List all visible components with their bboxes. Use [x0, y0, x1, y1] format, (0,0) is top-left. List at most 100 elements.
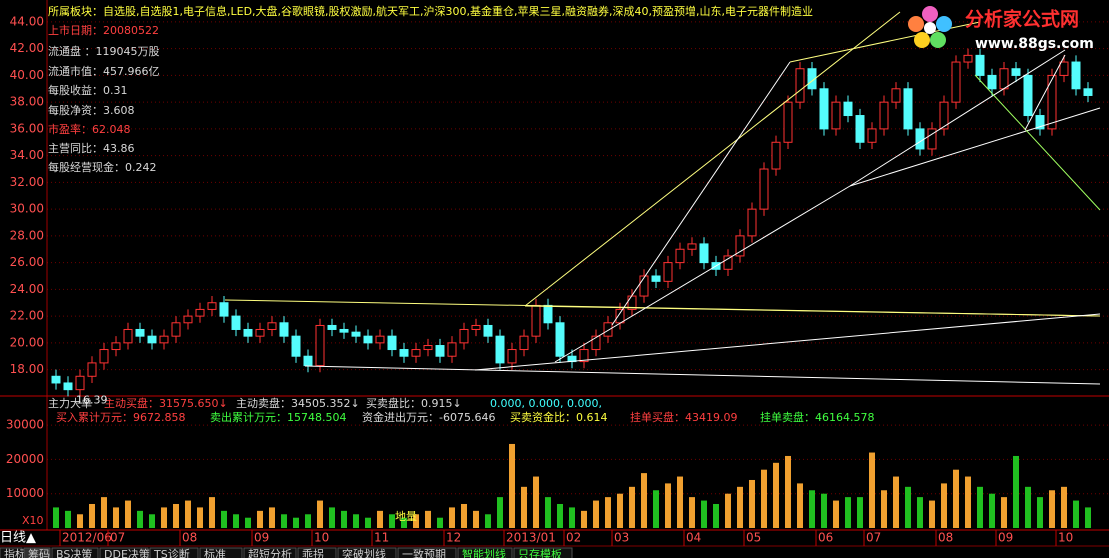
tab[interactable]	[99, 547, 149, 558]
candle-body	[1047, 74, 1057, 130]
volume-bar	[629, 486, 635, 528]
candle-body	[1071, 61, 1081, 90]
candle-body	[807, 68, 817, 90]
tab[interactable]	[23, 547, 51, 558]
y-tick-label: 30000	[6, 418, 44, 432]
volume-bar	[785, 455, 791, 528]
tab-label[interactable]: 一致预期	[402, 547, 446, 558]
trendline	[524, 305, 1101, 317]
volume-bar	[653, 490, 659, 528]
candle-body	[51, 375, 61, 384]
volume-bar	[965, 476, 971, 528]
volume-bar	[689, 497, 695, 528]
candle-body	[507, 349, 517, 364]
volume-bar	[245, 517, 251, 528]
trendline	[474, 313, 1101, 371]
tab-label[interactable]: TS诊断	[153, 547, 190, 558]
volume-bar	[569, 507, 575, 528]
x-tick-label: 07	[110, 531, 125, 545]
x-tick-label: 02	[566, 531, 581, 545]
volume-bar	[293, 517, 299, 528]
tab-label[interactable]: 筹码	[28, 547, 50, 558]
candle-body	[603, 322, 613, 337]
indicator-name: 主力大单	[48, 396, 92, 410]
volume-bar	[737, 486, 743, 528]
volume-bar	[281, 514, 287, 528]
candle-body	[663, 262, 673, 282]
tab[interactable]	[297, 547, 337, 558]
volume-bar	[989, 493, 995, 528]
x-tick-label: 08	[182, 531, 197, 545]
indicator-value: 挂单买盘：43419.09	[630, 410, 738, 424]
x-tick-label: 10	[314, 531, 329, 545]
volume-bar	[365, 517, 371, 528]
tab[interactable]	[457, 547, 513, 558]
volume-bar	[617, 493, 623, 528]
tab-label[interactable]: 标准	[204, 547, 226, 558]
volume-bar	[161, 507, 167, 528]
candle-body	[231, 315, 241, 330]
tab-label[interactable]: BS决策	[56, 547, 92, 558]
candle-body	[591, 335, 601, 351]
logo-petal	[936, 16, 952, 32]
tab[interactable]	[199, 547, 243, 558]
volume-bar	[77, 514, 83, 528]
volume-bar	[749, 479, 755, 528]
trendlines	[224, 11, 1101, 385]
volume-bar	[473, 510, 479, 528]
trendline	[611, 61, 791, 326]
y-tick-label: 44.00	[10, 14, 44, 28]
period-label[interactable]: 日线▲	[0, 531, 36, 546]
candle-body	[555, 322, 565, 357]
candle-body	[543, 304, 553, 324]
candle-body	[411, 349, 421, 357]
logo-name: 分析家公式网	[965, 8, 1079, 31]
x-tick-label: 12	[446, 531, 461, 545]
volume-annotation: 地量	[395, 510, 417, 523]
volume-multiplier: X10	[22, 514, 44, 527]
x-tick-label: 10	[1058, 531, 1073, 545]
trendline	[1024, 54, 1066, 131]
candle-body	[699, 243, 709, 264]
candle-body	[927, 128, 937, 150]
candle-body	[855, 115, 865, 143]
logo-petal	[908, 16, 924, 32]
candle-body	[675, 248, 685, 264]
info-item: 流通市值：457.966亿	[48, 64, 160, 78]
tab-label[interactable]: 智能划线	[462, 547, 506, 558]
y-tick-label: 28.00	[10, 228, 44, 242]
tab[interactable]	[513, 547, 573, 558]
volume-bar	[593, 500, 599, 528]
candle-body	[687, 243, 697, 250]
volume-bar	[677, 476, 683, 528]
tab-label[interactable]: 只存模板	[518, 547, 562, 558]
tab[interactable]	[337, 547, 397, 558]
volume-bar	[1001, 497, 1007, 528]
tab[interactable]	[397, 547, 457, 558]
indicator-value: 主动卖盘：34505.352↓	[236, 396, 360, 410]
tab[interactable]	[243, 547, 297, 558]
volume-bar	[521, 486, 527, 528]
tab-label[interactable]: 指标	[4, 547, 26, 558]
volume-bar	[353, 514, 359, 528]
tab-label[interactable]: DDE决策	[104, 547, 150, 558]
indicator-value: 0.000, 0.000, 0.000,	[490, 397, 602, 410]
tab[interactable]	[51, 547, 99, 558]
indicator-value: 主动买盘：31575.650↓	[104, 396, 228, 410]
x-tick-label: 09	[254, 531, 269, 545]
volume-bar	[449, 507, 455, 528]
volume-bar	[1025, 486, 1031, 528]
y-tick-label: 42.00	[10, 41, 44, 55]
candle-body	[999, 68, 1009, 90]
tab[interactable]	[0, 547, 23, 558]
x-tick-label: 07	[866, 531, 881, 545]
candle-body	[747, 208, 757, 237]
tab-label[interactable]: 乖拐	[302, 547, 324, 558]
tab[interactable]	[149, 547, 199, 558]
candle-body	[1083, 88, 1093, 96]
tab-label[interactable]: 突破划线	[342, 547, 386, 558]
volume-bar	[845, 497, 851, 528]
tab-label[interactable]: 超短分析	[248, 547, 292, 558]
candle-body	[483, 324, 493, 337]
